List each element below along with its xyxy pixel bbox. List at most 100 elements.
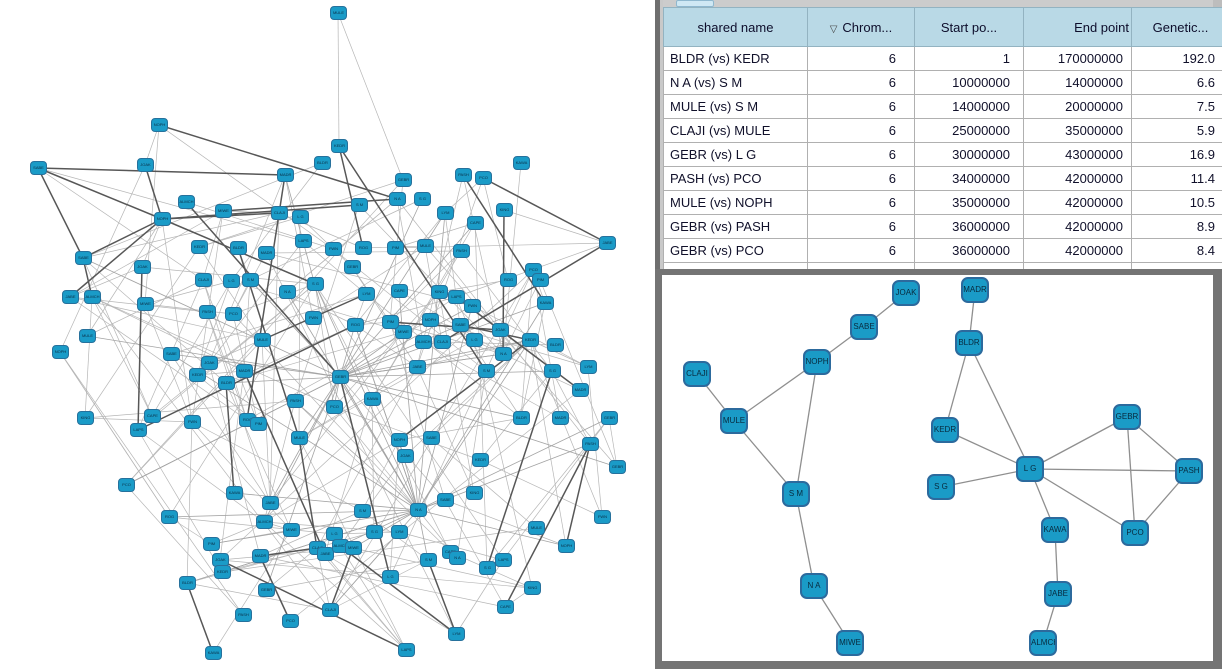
network-node[interactable]: LAPS	[495, 553, 512, 567]
network-edge[interactable]	[354, 212, 446, 326]
network-edge[interactable]	[168, 283, 316, 518]
network-edge[interactable]	[396, 198, 424, 343]
network-edge[interactable]	[186, 421, 193, 584]
network-edge[interactable]	[82, 257, 153, 417]
network-edge[interactable]	[294, 400, 458, 559]
network-edge[interactable]	[371, 250, 462, 400]
network-node[interactable]: S G	[544, 364, 561, 378]
network-node[interactable]: JOAK	[137, 158, 154, 172]
network-edge[interactable]	[352, 509, 419, 549]
network-node[interactable]: FWN	[305, 311, 322, 325]
network-node[interactable]: CAPE	[144, 409, 161, 423]
network-edge[interactable]	[312, 245, 426, 319]
table-cell[interactable]: 35000000	[914, 190, 1024, 215]
network-node[interactable]: ROG	[347, 318, 364, 332]
network-node[interactable]: ALMCH	[256, 515, 273, 529]
network-edge[interactable]	[565, 443, 591, 547]
network-edge[interactable]	[532, 269, 561, 419]
table-cell[interactable]: N A (vs) S M	[663, 70, 808, 95]
network-edge[interactable]	[329, 559, 429, 611]
network-node[interactable]: N A	[279, 285, 296, 299]
network-edge[interactable]	[339, 545, 407, 651]
network-node[interactable]: PASH	[582, 437, 599, 451]
network-edge[interactable]	[389, 321, 501, 331]
network-edge[interactable]	[206, 311, 271, 504]
network-edge[interactable]	[198, 216, 301, 248]
network-edge[interactable]	[460, 250, 553, 372]
network-node[interactable]: PIM	[250, 417, 267, 431]
network-edge[interactable]	[479, 459, 603, 518]
network-edge[interactable]	[337, 12, 340, 147]
table-cell[interactable]: 6	[807, 214, 915, 239]
network-node[interactable]: S G	[307, 277, 324, 291]
network-edge[interactable]	[444, 212, 461, 326]
network-node[interactable]: CLAJI	[322, 603, 339, 617]
network-edge[interactable]	[59, 164, 146, 353]
network-edge[interactable]	[339, 376, 391, 578]
network-node[interactable]: KING	[496, 203, 513, 217]
network-node[interactable]: SABE	[30, 161, 47, 175]
network-edge[interactable]	[329, 547, 354, 611]
network-node[interactable]: MADR	[572, 383, 589, 397]
network-edge[interactable]	[503, 209, 608, 244]
network-edge[interactable]	[339, 370, 553, 378]
network-node-n-a[interactable]: N A	[800, 573, 828, 599]
network-node[interactable]: KING	[524, 581, 541, 595]
network-edge[interactable]	[69, 296, 248, 421]
network-node[interactable]: MADR	[258, 246, 275, 260]
network-node[interactable]: N A	[389, 192, 406, 206]
network-edge[interactable]	[338, 145, 487, 372]
network-edge[interactable]	[486, 370, 553, 569]
table-cell[interactable]: PASH (vs) PCO	[663, 166, 808, 191]
network-edge[interactable]	[474, 222, 488, 569]
network-node[interactable]: BLDR	[218, 376, 235, 390]
network-edge[interactable]	[168, 509, 419, 518]
network-edge[interactable]	[482, 177, 608, 244]
network-edge[interactable]	[417, 305, 473, 511]
table-cell[interactable]: 8.9	[1131, 214, 1222, 239]
network-node-pco[interactable]: PCO	[1121, 520, 1149, 546]
network-edge[interactable]	[202, 210, 224, 281]
network-node[interactable]: ROG	[500, 273, 517, 287]
network-node[interactable]: PCO	[475, 171, 492, 185]
network-edge[interactable]	[539, 279, 618, 468]
network-edge[interactable]	[294, 400, 419, 511]
network-node-madr[interactable]: MADR	[961, 277, 989, 303]
table-cell[interactable]: 43000000	[1023, 142, 1132, 167]
network-node[interactable]: SABE	[163, 347, 180, 361]
network-node[interactable]: KEDR	[191, 240, 208, 254]
table-cell[interactable]: 192.0	[1131, 46, 1222, 71]
table-cell[interactable]: 6.6	[1131, 70, 1222, 95]
network-node[interactable]: BLDR	[547, 338, 564, 352]
network-edge[interactable]	[1029, 416, 1128, 470]
horizontal-scrollbar[interactable]	[663, 0, 1213, 7]
network-node[interactable]: JABE	[599, 236, 616, 250]
network-edge[interactable]	[968, 342, 1031, 470]
network-node[interactable]: LAPS	[398, 643, 415, 657]
network-node[interactable]: PASH	[287, 394, 304, 408]
table-cell[interactable]: 14000000	[1023, 70, 1132, 95]
network-node[interactable]: SABE	[75, 251, 92, 265]
network-node[interactable]: SABE	[452, 318, 469, 332]
network-node[interactable]: FWN	[184, 415, 201, 429]
network-edge[interactable]	[424, 245, 618, 468]
network-edge[interactable]	[940, 468, 1031, 488]
network-edge[interactable]	[1029, 468, 1136, 534]
network-node[interactable]: KEDR	[472, 453, 489, 467]
network-node[interactable]: S M	[354, 504, 371, 518]
table-cell[interactable]: 11.4	[1131, 166, 1222, 191]
network-edge[interactable]	[210, 509, 419, 545]
network-node[interactable]: JABE	[409, 360, 426, 374]
network-edge[interactable]	[198, 246, 263, 341]
network-edge[interactable]	[504, 443, 591, 608]
network-node[interactable]: JOAK	[397, 449, 414, 463]
table-cell[interactable]: 36000000	[914, 214, 1024, 239]
network-edge[interactable]	[144, 303, 193, 423]
table-cell[interactable]: BLDR (vs) KEDR	[663, 46, 808, 71]
network-node[interactable]: L G	[292, 210, 309, 224]
network-edge[interactable]	[265, 252, 457, 635]
table-row[interactable]: GEBR (vs) L G 6 30000000 43000000 16.9	[663, 142, 1222, 167]
network-edge[interactable]	[69, 218, 163, 298]
network-node[interactable]: MIWE	[395, 325, 412, 339]
network-node[interactable]: MULE	[417, 239, 434, 253]
